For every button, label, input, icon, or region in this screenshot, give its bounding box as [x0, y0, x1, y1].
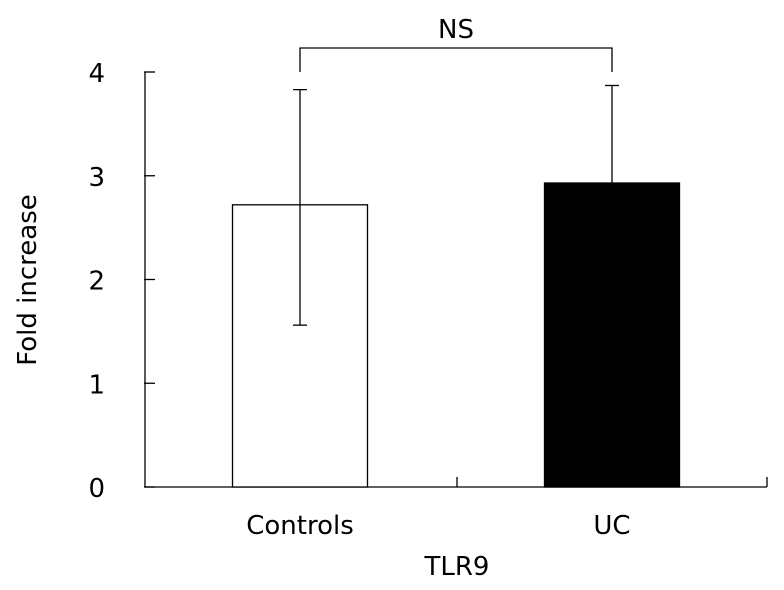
y-tick-label: 1 [88, 370, 105, 400]
x-category-labels: Controls UC [246, 511, 630, 541]
significance-bracket [299, 47, 613, 72]
y-tick-label: 0 [88, 474, 105, 504]
y-tick-label: 4 [88, 59, 105, 89]
x-axis-label: TLR9 [424, 552, 490, 582]
bar-uc [543, 182, 681, 488]
x-tick-label: UC [593, 511, 630, 541]
y-tick-label: 2 [88, 267, 105, 297]
error-bars [293, 84, 619, 326]
bracket-line [299, 47, 613, 72]
y-tick-labels: 0 1 2 3 4 [88, 59, 105, 504]
significance-label: NS [438, 15, 474, 45]
y-tick-label: 3 [88, 163, 105, 193]
y-axis-label: Fold increase [13, 194, 43, 366]
x-tick-label: Controls [246, 511, 354, 541]
